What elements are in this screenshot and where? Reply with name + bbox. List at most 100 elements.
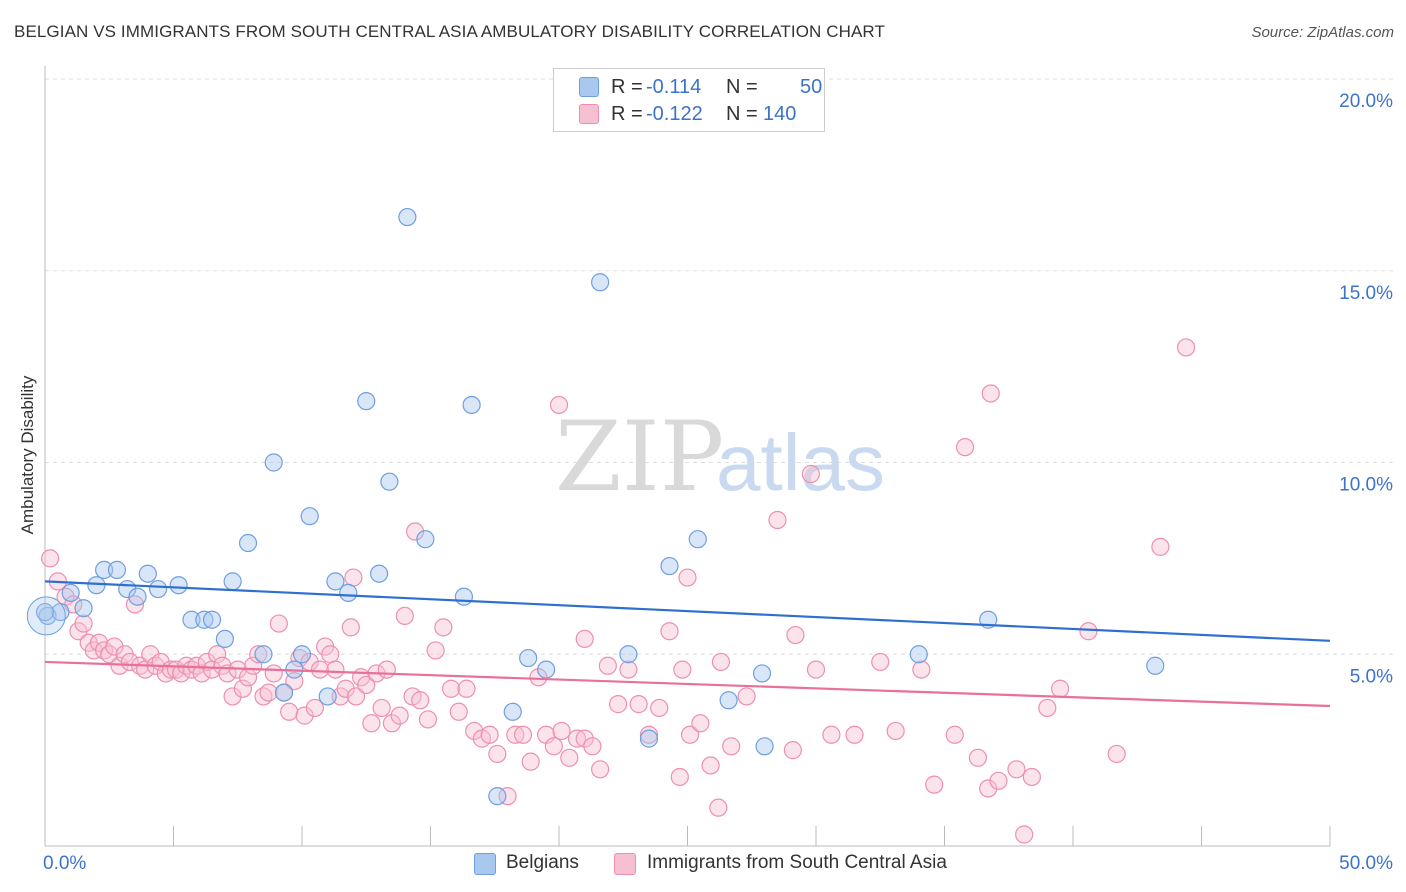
belgians-point <box>1146 656 1165 675</box>
immigrants-point <box>575 729 594 748</box>
immigrants-point <box>362 714 381 733</box>
belgians-point <box>519 648 538 668</box>
belgians-point <box>95 560 114 579</box>
belgians-point <box>398 207 417 227</box>
immigrants-point <box>619 660 638 679</box>
immigrants-point <box>336 679 355 698</box>
belgians-point <box>755 737 774 756</box>
belgians-point <box>688 530 707 549</box>
immigrants-point <box>223 687 242 706</box>
immigrants-point <box>845 725 864 744</box>
stats-legend-row-belgians: R = -0.114 N = 50 <box>554 74 824 100</box>
immigrants-swatch <box>579 104 599 124</box>
immigrants-point <box>886 721 905 741</box>
immigrants-point <box>529 668 548 687</box>
belgians-point <box>74 599 93 618</box>
belgians-point <box>909 645 928 664</box>
belgians-point <box>454 587 474 606</box>
immigrants-point <box>426 641 445 660</box>
immigrants-point <box>598 656 617 675</box>
belgians-cluster-point <box>26 596 66 636</box>
belgians-point <box>591 273 610 292</box>
r-value: -0.122 <box>646 103 703 125</box>
immigrants-point <box>783 741 802 760</box>
belgians-legend-swatch <box>474 853 496 875</box>
immigrants-point <box>411 691 430 710</box>
immigrants-point <box>344 568 363 587</box>
immigrants-point <box>305 698 324 718</box>
y-tick-label: 20.0% <box>1339 91 1393 112</box>
immigrants-point <box>1022 767 1041 787</box>
immigrants-point <box>670 767 689 787</box>
immigrants-point <box>979 779 998 798</box>
stats-legend-row-immigrants: R = -0.122 N = 140 <box>554 101 824 127</box>
belgians-point <box>107 560 127 579</box>
belgians-point <box>182 610 201 629</box>
belgians-point <box>357 392 376 411</box>
belgians-point <box>61 583 80 602</box>
y-tick-label: 5.0% <box>1350 666 1393 687</box>
belgians-point <box>326 572 345 591</box>
immigrants-point <box>691 714 710 733</box>
belgians-trend-line <box>44 580 1331 642</box>
immigrants-point <box>1176 338 1196 357</box>
source-label: Source: ZipAtlas.com <box>1251 24 1394 41</box>
belgians-point <box>195 610 214 629</box>
immigrants-point <box>945 725 964 744</box>
n-label: N = <box>726 103 758 125</box>
gridlines <box>45 78 1393 655</box>
belgians-point <box>87 576 106 595</box>
immigrants-point <box>925 775 944 794</box>
immigrants-point <box>544 737 563 756</box>
immigrants-point <box>321 645 340 664</box>
belgians-point <box>223 572 242 591</box>
n-value: 140 <box>763 103 797 125</box>
belgians-point <box>274 683 294 702</box>
immigrants-point <box>567 729 587 748</box>
immigrants-point <box>357 675 376 695</box>
immigrants-point <box>711 652 731 672</box>
belgians-point <box>370 564 389 583</box>
immigrants-point <box>806 660 826 679</box>
x-tick-label-max: 50.0% <box>1339 853 1393 874</box>
immigrants-point <box>269 614 288 633</box>
belgians-point <box>339 583 358 602</box>
trend-lines <box>44 580 1331 708</box>
belgians-point <box>238 533 258 553</box>
immigrants-legend-swatch <box>614 853 636 875</box>
belgians-point <box>537 660 556 679</box>
r-label: R = <box>611 76 643 98</box>
immigrants-point <box>488 744 507 764</box>
immigrants-point <box>650 698 669 718</box>
immigrants-point <box>498 787 517 806</box>
immigrants-point <box>552 721 571 741</box>
legend-label: Immigrants from South Central Asia <box>647 852 947 873</box>
immigrants-point <box>722 737 741 756</box>
y-tick-label: 15.0% <box>1339 283 1393 304</box>
immigrants-point <box>701 756 720 775</box>
immigrants-point <box>506 725 525 744</box>
immigrants-point <box>449 702 468 721</box>
belgians-point <box>380 472 399 491</box>
immigrants-point <box>372 698 391 718</box>
belgians-point <box>169 576 188 595</box>
immigrants-point <box>871 652 890 672</box>
belgians-point <box>215 629 234 649</box>
immigrants-point <box>141 645 160 664</box>
immigrants-point <box>560 748 579 767</box>
belgians-point <box>660 556 679 576</box>
belgians-point <box>148 579 168 599</box>
immigrants-point <box>382 714 402 733</box>
immigrants-point <box>737 687 756 706</box>
axes <box>44 66 1331 847</box>
tick-labels: 5.0% 10.0% 15.0% 20.0% 0.0% 50.0% <box>43 91 1393 874</box>
immigrants-point <box>1015 825 1034 844</box>
immigrants-point <box>912 660 931 679</box>
belgians-point <box>503 702 522 721</box>
immigrants-point <box>264 664 283 683</box>
belgians-point <box>462 395 481 415</box>
immigrants-point <box>673 660 692 679</box>
immigrants-point <box>120 652 139 672</box>
immigrants-point <box>280 702 299 721</box>
immigrants-point <box>74 614 93 633</box>
